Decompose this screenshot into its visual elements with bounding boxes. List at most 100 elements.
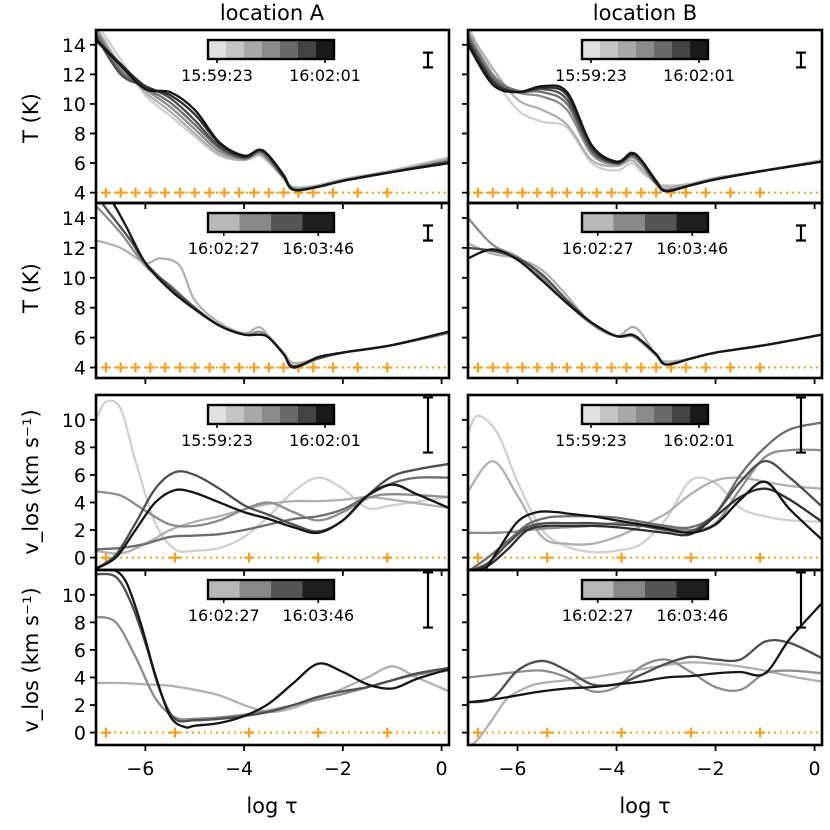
series-line-3 [468,639,822,704]
node-marker [327,187,338,198]
colorbar-swatch [618,405,637,424]
error-bar-icon [423,51,433,69]
panel-v-B-early: 15:59:23 16:02:01 [462,393,824,576]
time-colorbar: 15:59:23 16:02:01 [555,403,735,450]
node-marker [382,187,393,198]
series-line-7 [468,44,822,193]
colorbar-end-label: 16:02:01 [289,431,361,450]
node-marker [278,187,289,198]
node-marker [606,187,617,198]
colorbar-end-label: 16:03:46 [656,606,728,625]
colorbar-frame [580,403,710,426]
node-marker [685,552,696,563]
series-line-3 [468,246,822,366]
column-title-location-a: location A [220,1,325,25]
y-axis-label-temperature-top: T (K) [19,93,43,144]
node-marker [352,187,363,198]
colorbar-swatch [672,40,691,59]
time-colorbar: 15:59:23 16:02:01 [181,403,361,450]
colorbar-frame [206,578,336,601]
y-tick-label: 14 [62,35,86,57]
node-marker [145,362,156,373]
node-marker [651,362,662,373]
colorbar-swatch [613,213,646,232]
node-marker [248,362,259,373]
node-marker [591,187,602,198]
error-bar-icon [796,224,806,242]
colorbar-swatch [645,580,677,599]
colorbar-swatch [645,213,677,232]
node-marker [248,187,259,198]
node-marker [234,362,245,373]
colorbar-frame [580,211,710,234]
colorbar-swatch [600,40,619,59]
node-marker [234,187,245,198]
node-marker [327,362,338,373]
colorbar-swatch [239,580,272,599]
x-tick-label: −6 [126,758,154,780]
node-marker [680,362,691,373]
panel-v-B-late: −6 −4 −2 0 16:02:27 16:03:46 [462,568,824,780]
node-marker [680,187,691,198]
colorbar-frame [206,403,336,426]
time-colorbar: 15:59:23 16:02:01 [555,38,735,85]
colorbar-end-label: 16:03:46 [656,239,728,258]
node-marker [700,362,711,373]
series-line-4 [468,421,822,570]
node-marker [487,362,498,373]
error-bar-icon [796,396,806,454]
y-tick-label: 10 [62,268,86,290]
colorbar-swatch [636,405,655,424]
node-marker [263,362,274,373]
series-line-4 [111,570,449,729]
series-line-5 [468,459,822,570]
node-marker [160,362,171,373]
node-marker [263,187,274,198]
colorbar-swatch [672,405,691,424]
y-tick-label: 6 [74,465,86,487]
node-marker [313,552,324,563]
colorbar-end-label: 16:02:01 [289,66,361,85]
y-tick-label: 6 [74,153,86,175]
panel-T-A-early: 4 6 8 10 12 14 15:59:23 16:02:01 [62,28,451,209]
node-marker [189,187,200,198]
colorbar-swatch [582,580,614,599]
colorbar-swatch [280,40,299,59]
node-marker [308,187,319,198]
node-marker [100,187,111,198]
colorbar-swatch [244,40,263,59]
node-marker [382,552,393,563]
axes-frame [466,201,824,380]
colorbar-swatch [654,40,673,59]
colorbar-swatch [208,213,240,232]
colorbar-swatch [208,580,240,599]
y-tick-label: 8 [74,124,86,146]
node-marker [189,362,200,373]
colorbar-swatch [690,405,709,424]
node-marker [636,187,647,198]
time-colorbar: 15:59:23 16:02:01 [181,38,361,85]
node-marker [606,362,617,373]
series-line-5 [96,462,449,570]
colorbar-swatch [280,405,299,424]
x-tick-label: −2 [324,758,352,780]
series-line-1 [468,661,822,745]
y-axis-label-velocity-bottom: v_los (km s⁻¹) [19,587,44,732]
node-marker [244,552,255,563]
node-marker [174,362,185,373]
colorbar-start-label: 15:59:23 [555,66,627,85]
series-line-2 [468,658,822,694]
node-marker [755,727,766,738]
colorbar-swatch [262,40,281,59]
colorbar-swatch [676,213,709,232]
colorbar-swatch [618,40,637,59]
y-tick-label: 10 [62,585,86,607]
colorbar-swatch [316,40,335,59]
node-marker [547,362,558,373]
node-marker [204,187,215,198]
node-marker [502,362,513,373]
node-marker [382,727,393,738]
colorbar-start-label: 16:02:27 [188,239,260,258]
colorbar-swatch [298,405,317,424]
